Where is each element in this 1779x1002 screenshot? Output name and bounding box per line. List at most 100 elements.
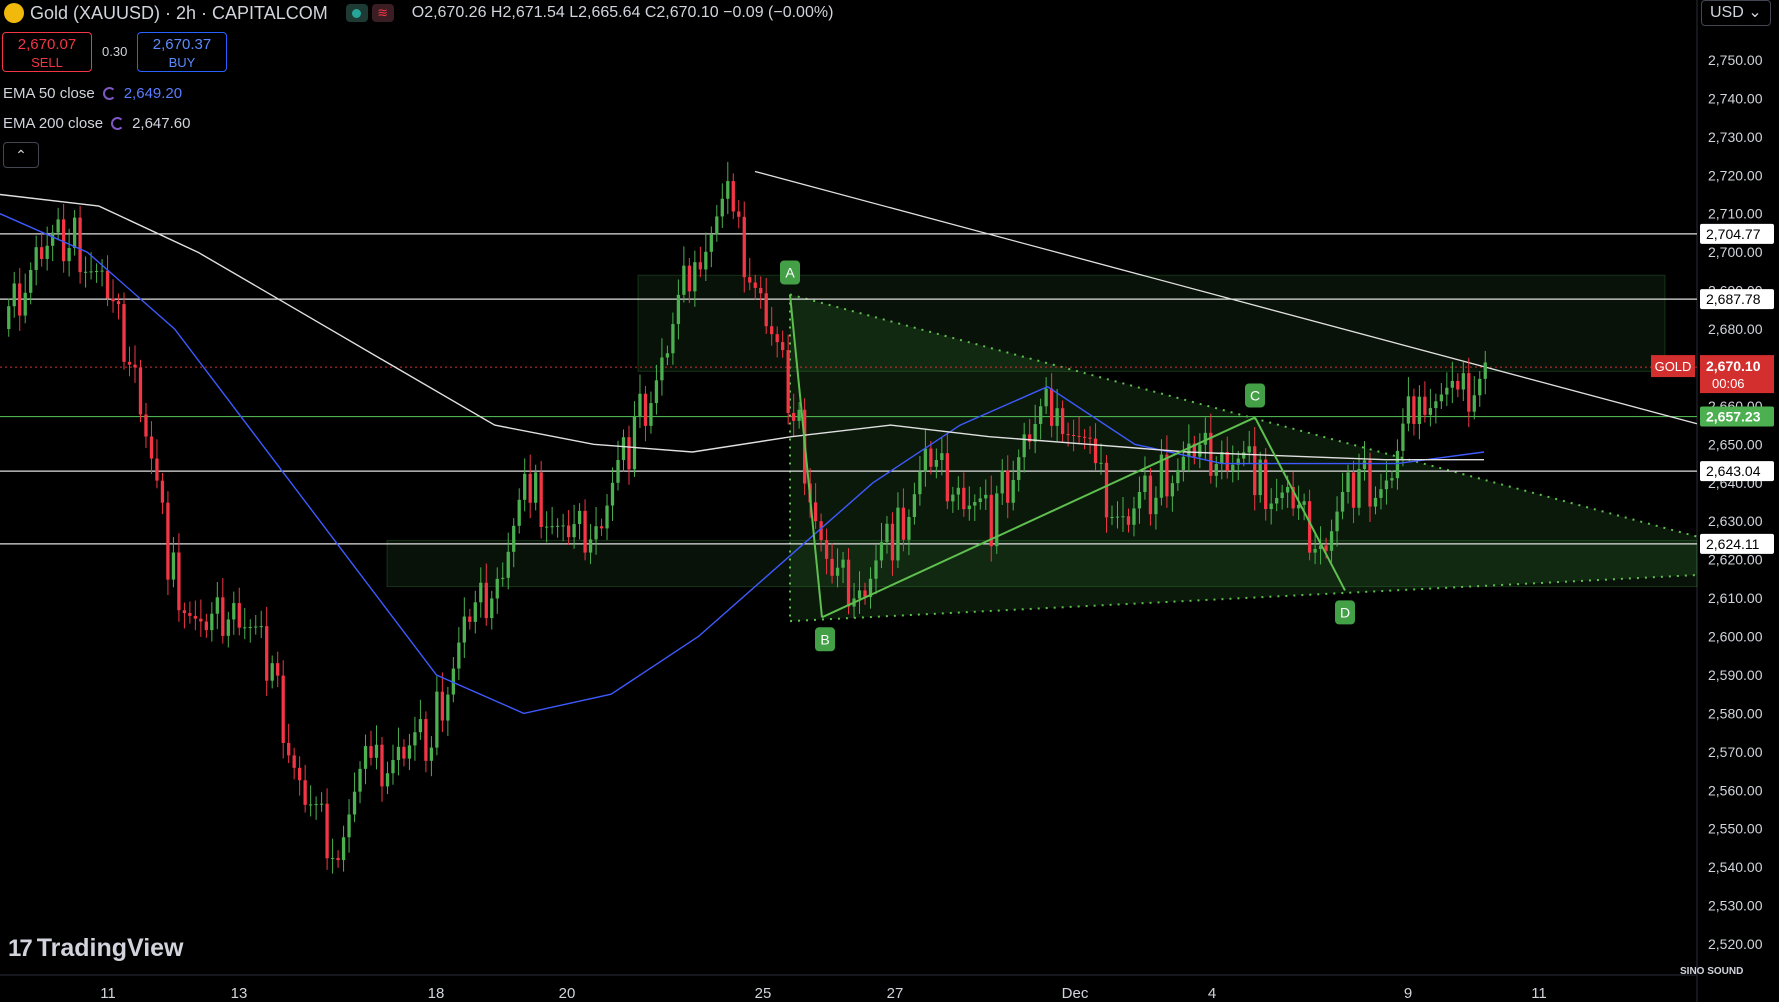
buy-button[interactable]: 2,670.37 BUY — [137, 32, 227, 72]
candle-body — [1362, 460, 1367, 470]
candle-body — [676, 294, 681, 325]
candle-body — [599, 526, 604, 529]
candle-body — [523, 473, 527, 500]
candle-body — [1055, 408, 1059, 426]
level-price-label: 2,624.11 — [1706, 536, 1760, 552]
candle-body — [1253, 446, 1257, 496]
candle-body — [67, 247, 71, 262]
candle-body — [517, 499, 521, 526]
candle-body — [418, 719, 423, 733]
candle-body — [583, 510, 587, 553]
candle-body — [133, 364, 137, 368]
sell-button[interactable]: 2,670.07 SELL — [2, 32, 92, 72]
candle-body — [1093, 438, 1098, 464]
ema50-line — [0, 213, 1485, 715]
candle-body — [495, 578, 499, 599]
candle-body — [281, 675, 285, 743]
candle-body — [824, 540, 829, 559]
abcd-point-label: B — [820, 631, 829, 647]
candle-body — [512, 525, 516, 552]
candle-body — [204, 621, 208, 631]
candle-body — [781, 342, 785, 351]
candle-body — [396, 746, 401, 761]
ema50-legend[interactable]: EMA 50 close 2,649.20 — [3, 85, 183, 102]
candle-body — [210, 613, 214, 631]
candle-body — [78, 217, 82, 273]
candle-body — [1033, 423, 1037, 442]
candle-body — [193, 615, 198, 619]
candle-body — [1275, 498, 1279, 504]
currency-selector[interactable]: USD ⌄ — [1701, 0, 1771, 26]
candle-body — [1214, 463, 1218, 476]
candle-body — [566, 525, 571, 538]
candle-body — [1373, 497, 1378, 507]
candle-body — [363, 746, 368, 769]
candle-body — [764, 293, 768, 327]
candle-body — [846, 559, 851, 607]
wave-icon[interactable]: ≋ — [371, 4, 394, 22]
candle-body — [868, 578, 873, 598]
candle-body — [369, 746, 373, 758]
tv-logo-icon: 17 — [8, 934, 33, 962]
candle-body — [1099, 462, 1103, 464]
ema200-legend[interactable]: EMA 200 close 2,647.60 — [3, 115, 191, 132]
candle-body — [287, 742, 291, 756]
symbol-title[interactable]: Gold (XAUUSD) · 2h · CAPITALCOM — [30, 2, 328, 23]
candle-body — [616, 459, 620, 483]
price-tick-label: 2,680.00 — [1708, 321, 1763, 337]
price-tick-label: 2,700.00 — [1708, 244, 1763, 260]
candle-body — [1209, 432, 1213, 476]
time-tick-label: 20 — [559, 985, 576, 1002]
time-tick-label: Dec — [1062, 985, 1089, 1002]
candle-body — [259, 626, 263, 628]
candle-body — [160, 480, 165, 503]
candle-body — [534, 472, 538, 503]
candle-body — [830, 558, 834, 576]
collapse-legend-button[interactable]: ⌃ — [3, 142, 39, 168]
candle-body — [1439, 394, 1443, 402]
candle-body — [226, 619, 230, 636]
candle-body — [308, 804, 313, 806]
candle-body — [627, 437, 631, 470]
candle-body — [1220, 452, 1224, 464]
candle-body — [51, 232, 55, 246]
time-tick-label: 13 — [231, 985, 248, 1002]
candle-body — [1028, 434, 1032, 442]
price-tick-label: 2,710.00 — [1708, 206, 1763, 222]
candle-body — [1247, 446, 1251, 453]
candle-body — [1192, 443, 1196, 457]
candle-body — [918, 471, 922, 495]
ema200-line — [0, 193, 1484, 461]
candle-body — [1467, 373, 1471, 412]
symbol-tag-label: GOLD — [1655, 359, 1692, 374]
candle-body — [786, 350, 790, 413]
candle-body — [314, 804, 318, 806]
candle-body — [1017, 457, 1021, 480]
price-tick-label: 2,630.00 — [1708, 513, 1763, 529]
candle-body — [199, 618, 203, 622]
candle-body — [770, 326, 774, 335]
level-price-label: 2,657.23 — [1706, 409, 1761, 425]
descending-trendline — [754, 170, 1698, 425]
candle-body — [841, 559, 845, 568]
candle-body — [715, 216, 719, 235]
price-tick-label: 2,750.00 — [1708, 52, 1763, 68]
candle-body — [962, 487, 966, 510]
candle-body — [303, 780, 307, 805]
candle-body — [138, 367, 143, 415]
candle-body — [588, 539, 593, 553]
candle-body — [1434, 401, 1438, 409]
time-tick-label: 4 — [1208, 985, 1216, 1002]
candle-body — [1307, 501, 1312, 553]
candle-body — [347, 814, 351, 838]
candle-body — [188, 613, 192, 616]
abcd-leg — [789, 294, 823, 618]
candle-body — [149, 436, 154, 459]
abcd-point-marker — [1335, 600, 1355, 625]
candle-body — [45, 245, 49, 259]
candle-body — [23, 292, 27, 316]
market-open-icon[interactable] — [345, 4, 368, 22]
candle-body — [1115, 516, 1120, 518]
level-price-label: 2,704.77 — [1706, 226, 1761, 242]
